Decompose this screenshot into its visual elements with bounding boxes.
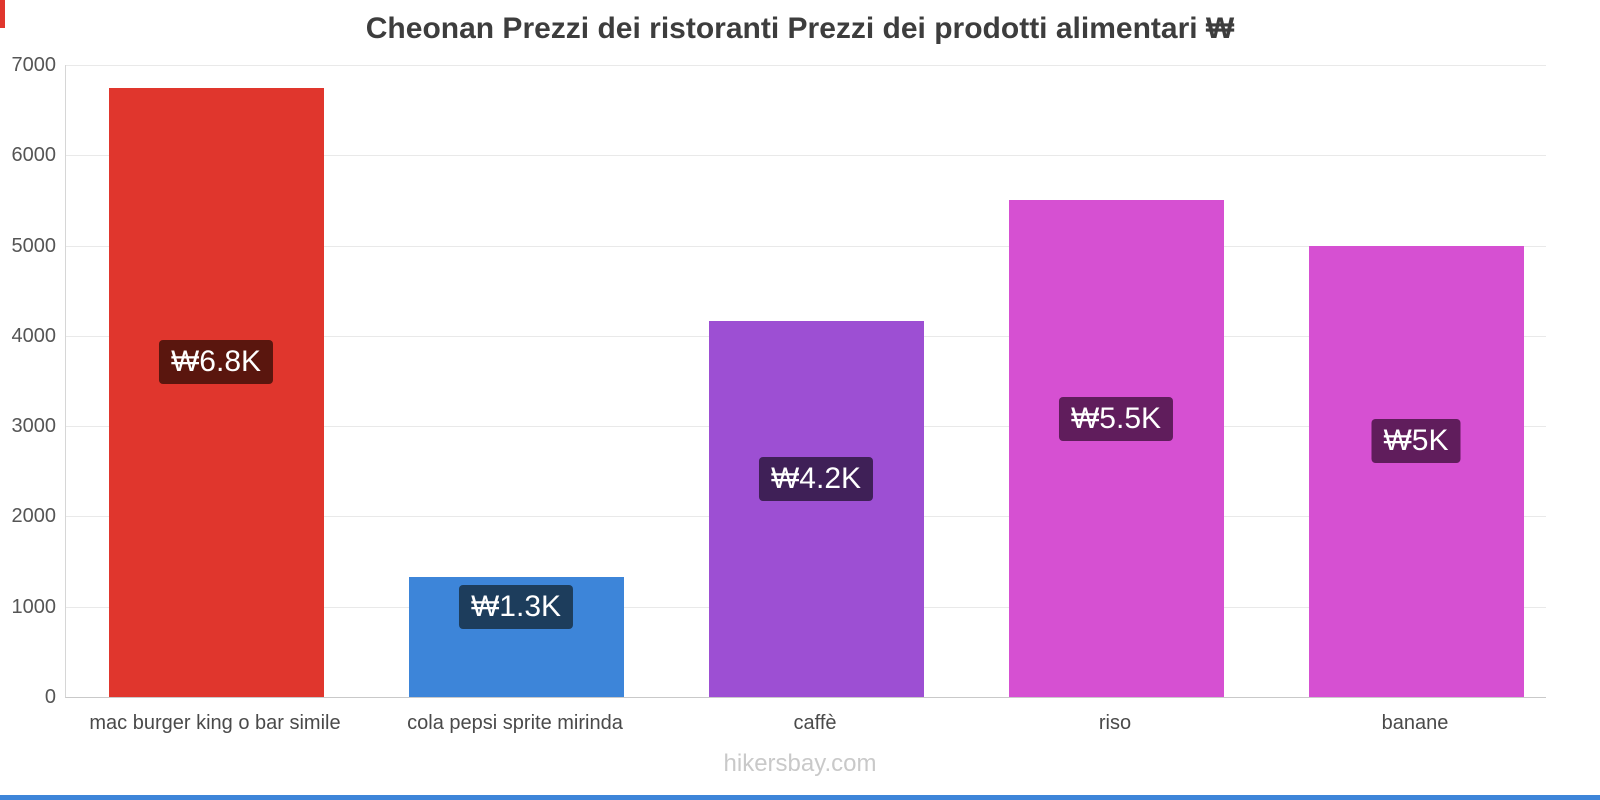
gridline [66,245,1546,247]
y-tick-label: 1000 [11,595,57,618]
bar-1 [108,87,324,697]
y-tick-label: 7000 [11,54,57,76]
y-tick-label: 0 [44,686,56,708]
x-axis-label: mac burger king o bar simile [89,712,341,734]
y-tick-label: 4000 [11,324,57,347]
gridline [66,155,1546,157]
x-axis-label: banane [1381,712,1449,734]
chart-title: Cheonan Prezzi dei ristoranti Prezzi dei… [365,12,1235,45]
x-axis: mac burger king o bar simile cola pepsi s… [0,712,1600,742]
bar-4 [1008,200,1224,697]
bar-3 [708,321,924,697]
bar-value-label: ₩5.5K [1058,396,1174,441]
bar-value-label: ₩6.8K [158,340,274,385]
bar-value-label: ₩5K [1371,419,1461,464]
y-tick-label: 2000 [11,505,57,528]
y-tick-label: 3000 [11,415,57,438]
plot-area: ₩6.8K ₩1.3K ₩4.2K ₩5.5K ₩5K [65,65,1546,698]
bar-value-label: ₩1.3K [458,584,574,629]
bar-5 [1308,245,1524,697]
y-tick-label: 6000 [11,144,57,167]
x-axis-label: caffè [793,712,837,734]
bottom-accent-strip [0,795,1600,800]
y-tick-label: 5000 [11,234,57,257]
gridline [66,65,1546,66]
top-left-accent-strip [0,0,5,28]
watermark: hikersbay.com [723,750,877,777]
bar-value-label: ₩4.2K [758,457,874,502]
x-axis-label: cola pepsi sprite mirinda [407,712,623,734]
x-axis-label: riso [1098,712,1132,734]
